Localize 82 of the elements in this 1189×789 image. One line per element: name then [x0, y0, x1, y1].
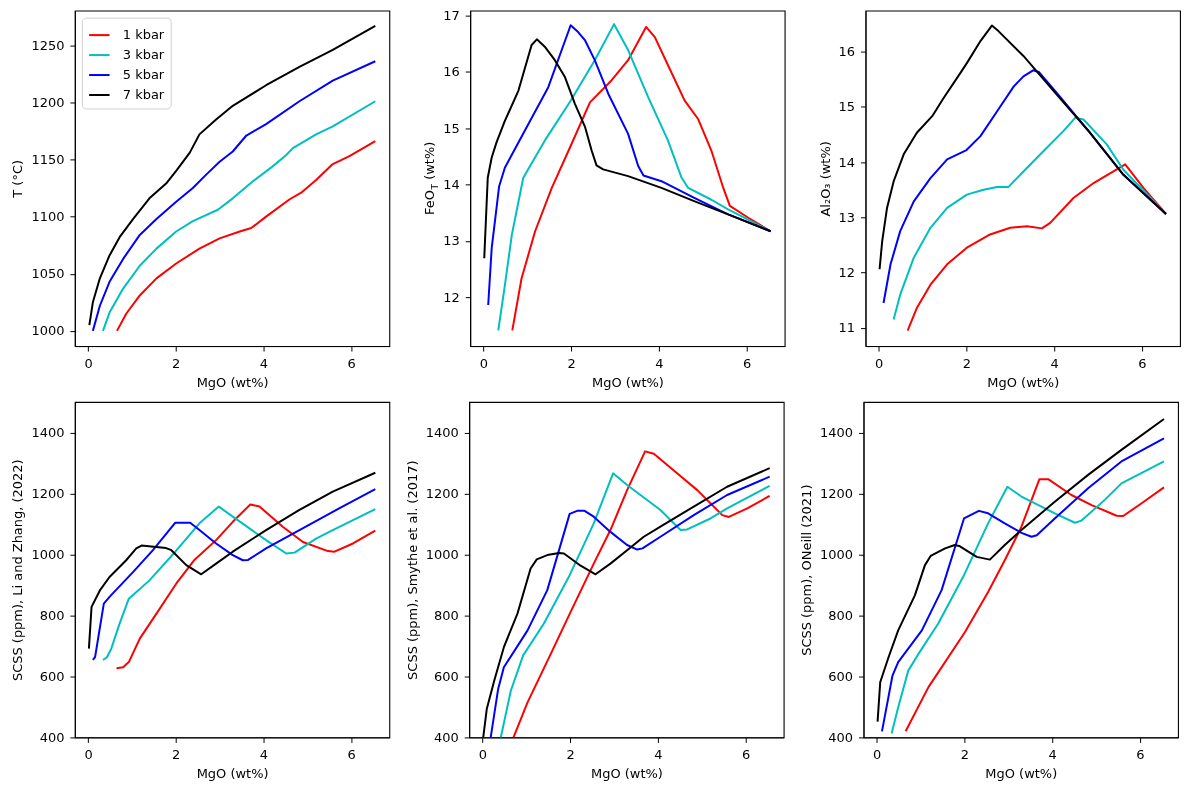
line-series — [878, 24, 1167, 271]
x-tick-label: 4 — [259, 746, 269, 762]
x-axis-title: MgO (wt%) — [592, 374, 664, 390]
y-tick-label: 1000 — [820, 546, 854, 562]
x-tick-label: 2 — [172, 746, 181, 762]
x-tick-label: 6 — [742, 355, 752, 371]
y-tick-label: 16 — [838, 44, 856, 60]
y-tick-label: 1400 — [820, 424, 854, 440]
y-tick-label: 12 — [838, 265, 856, 281]
x-tick-label: 2 — [172, 355, 181, 371]
y-axis-title: SCSS (ppm), Li and Zhang, (2022) — [10, 459, 26, 682]
y-tick-label: 400 — [433, 729, 459, 745]
legend-label: 3 kbar — [122, 47, 165, 63]
y-tick-label: 1200 — [425, 485, 459, 501]
y-tick-label: 1100 — [31, 209, 65, 225]
x-tick-label: 0 — [873, 746, 882, 762]
y-tick-label: 600 — [433, 668, 459, 684]
y-tick-label: 14 — [838, 154, 856, 170]
y-tick-label: 1050 — [31, 266, 65, 282]
x-tick-label: 6 — [347, 746, 356, 762]
line-series — [101, 100, 377, 332]
y-tick-label: 400 — [828, 729, 854, 745]
y-tick-label: 600 — [39, 668, 65, 684]
y-axis-title: Al₂O₃ (wt%) — [817, 141, 833, 217]
y-axis-title: T (°C) — [10, 160, 26, 199]
x-tick-label: 4 — [654, 746, 663, 762]
y-tick-label: 1000 — [31, 323, 65, 339]
x-tick-label: 0 — [84, 746, 93, 762]
x-tick-label: 2 — [960, 746, 970, 762]
x-tick-label: 6 — [1138, 355, 1147, 371]
line-series — [906, 163, 1167, 332]
x-tick-label: 0 — [478, 746, 487, 762]
x-tick-label: 4 — [1050, 355, 1059, 371]
y-tick-label: 13 — [838, 209, 856, 225]
x-tick-label: 0 — [84, 355, 93, 371]
x-tick-label: 4 — [259, 355, 269, 371]
x-tick-label: 2 — [566, 746, 575, 762]
y-tick-label: 14 — [443, 177, 460, 193]
x-tick-label: 0 — [479, 355, 488, 371]
y-tick-label: 800 — [828, 607, 854, 623]
y-tick-label: 13 — [443, 233, 460, 249]
y-tick-label: 15 — [443, 120, 460, 136]
y-tick-label: 800 — [39, 607, 65, 623]
x-tick-label: 6 — [1136, 746, 1145, 762]
y-tick-label: 1250 — [31, 37, 65, 53]
legend-label: 5 kbar — [122, 67, 165, 83]
line-series — [483, 38, 772, 260]
legend-label: 7 kbar — [122, 87, 165, 102]
x-tick-label: 2 — [567, 355, 576, 371]
y-tick-label: 1400 — [31, 424, 65, 440]
line-series — [87, 471, 377, 650]
x-axis-title: MgO (wt%) — [196, 765, 269, 781]
x-tick-label: 4 — [1048, 746, 1057, 762]
y-tick-label: 1150 — [31, 152, 65, 167]
x-tick-label: 2 — [962, 355, 972, 371]
y-tick-label: 11 — [838, 320, 856, 336]
x-tick-label: 0 — [875, 355, 884, 371]
line-series — [115, 140, 377, 332]
y-tick-label: 1400 — [425, 424, 459, 440]
y-tick-label: 1200 — [820, 485, 854, 501]
legend-label: 1 kbar — [122, 27, 165, 43]
y-axis-title: SCSS (ppm), Smythe et al. (2017) — [404, 460, 420, 680]
x-tick-label: 4 — [655, 355, 664, 371]
y-tick-label: 1200 — [31, 485, 65, 501]
x-axis-title: MgO (wt%) — [987, 374, 1060, 390]
x-tick-label: 6 — [741, 746, 751, 762]
y-tick-label: 800 — [433, 607, 459, 623]
x-axis-title: MgO (wt%) — [591, 765, 663, 781]
y-tick-label: 16 — [443, 64, 460, 80]
y-axis-title: FeOT (wt%) — [421, 141, 440, 216]
y-axis-title: SCSS (ppm), ONeill (2021) — [799, 484, 815, 656]
y-tick-label: 1200 — [31, 94, 65, 110]
x-axis-title: MgO (wt%) — [985, 765, 1058, 781]
y-tick-label: 12 — [443, 289, 460, 305]
y-tick-label: 400 — [39, 729, 65, 745]
x-tick-label: 6 — [347, 355, 356, 371]
y-tick-label: 1000 — [425, 546, 459, 562]
y-tick-label: 600 — [828, 668, 854, 684]
y-tick-label: 15 — [838, 99, 856, 115]
x-axis-title: MgO (wt%) — [196, 374, 269, 390]
y-tick-label: 1000 — [31, 546, 65, 562]
y-tick-label: 17 — [443, 8, 460, 24]
